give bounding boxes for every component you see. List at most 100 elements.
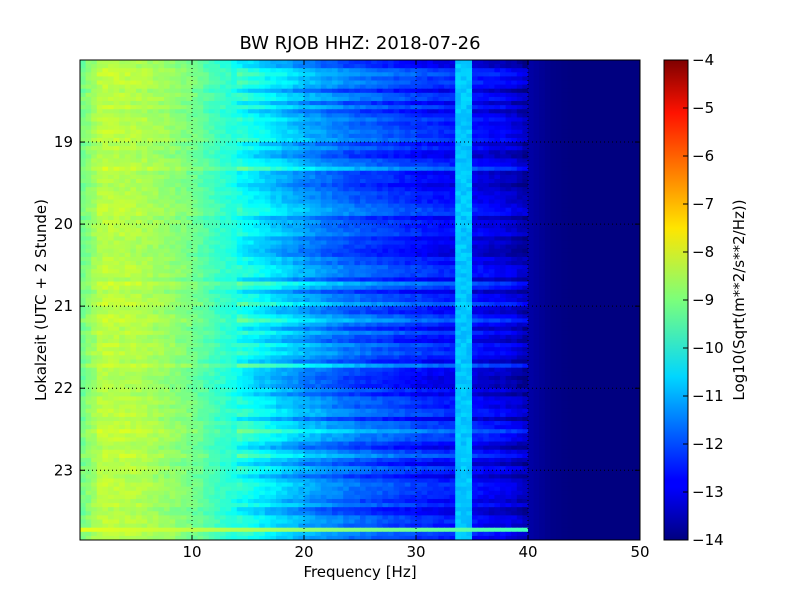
heatmap-cell: [455, 117, 462, 123]
heatmap-cell: [119, 129, 126, 135]
heatmap-cell: [466, 211, 473, 217]
heatmap-cell: [584, 142, 591, 147]
heatmap-cell: [606, 84, 613, 90]
heatmap-cell: [483, 228, 490, 233]
heatmap-cell: [589, 109, 596, 114]
heatmap-cell: [371, 256, 378, 262]
heatmap-cell: [169, 195, 176, 201]
heatmap-cell: [584, 121, 591, 127]
heatmap-cell: [147, 150, 154, 155]
heatmap-cell: [449, 154, 456, 160]
heatmap-cell: [214, 228, 221, 233]
heatmap-cell: [584, 236, 591, 242]
heatmap-cell: [124, 146, 131, 151]
heatmap-cell: [516, 60, 523, 65]
heatmap-cell: [281, 142, 288, 147]
heatmap-cell: [617, 96, 624, 102]
heatmap-cell: [354, 248, 361, 254]
heatmap-cell: [539, 137, 546, 143]
heatmap-cell: [197, 68, 204, 73]
heatmap-cell: [158, 174, 165, 180]
heatmap-cell: [376, 105, 383, 110]
heatmap-cell: [561, 150, 568, 155]
heatmap-cell: [91, 236, 98, 242]
heatmap-cell: [572, 101, 579, 106]
heatmap-cell: [550, 195, 557, 201]
heatmap-cell: [578, 195, 585, 201]
heatmap-cell: [175, 248, 182, 254]
heatmap-cell: [488, 129, 495, 135]
heatmap-cell: [556, 125, 563, 131]
heatmap-cell: [91, 248, 98, 254]
heatmap-cell: [522, 60, 529, 65]
heatmap-cell: [102, 203, 109, 209]
heatmap-cell: [332, 187, 339, 192]
heatmap-cell: [113, 60, 120, 65]
heatmap-cell: [612, 60, 619, 65]
heatmap-cell: [332, 105, 339, 110]
heatmap-cell: [197, 248, 204, 254]
heatmap-cell: [477, 60, 484, 65]
heatmap-cell: [382, 60, 389, 65]
heatmap-cell: [388, 224, 395, 229]
heatmap-cell: [416, 113, 423, 119]
heatmap-cell: [511, 244, 518, 250]
heatmap-cell: [343, 199, 350, 205]
heatmap-cell: [466, 80, 473, 86]
heatmap-cell: [500, 170, 507, 176]
heatmap-cell: [376, 150, 383, 155]
heatmap-cell: [186, 203, 193, 209]
heatmap-cell: [315, 170, 322, 176]
heatmap-cell: [320, 211, 327, 217]
heatmap-cell: [354, 76, 361, 82]
heatmap-cell: [320, 88, 327, 94]
heatmap-cell: [455, 125, 462, 131]
heatmap-cell: [584, 137, 591, 143]
heatmap-cell: [505, 220, 512, 225]
heatmap-cell: [617, 248, 624, 254]
heatmap-cell: [152, 84, 159, 90]
heatmap-cell: [376, 236, 383, 242]
heatmap-cell: [304, 207, 311, 213]
heatmap-cell: [382, 133, 389, 139]
heatmap-cell: [152, 174, 159, 180]
heatmap-cell: [220, 232, 227, 238]
heatmap-cell: [141, 133, 148, 139]
heatmap-cell: [404, 220, 411, 225]
heatmap-cell: [320, 158, 327, 164]
heatmap-cell: [500, 203, 507, 209]
heatmap-cell: [427, 215, 434, 221]
heatmap-cell: [539, 92, 546, 98]
heatmap-cell: [578, 117, 585, 123]
heatmap-cell: [628, 195, 635, 201]
heatmap-cell: [292, 183, 299, 188]
heatmap-cell: [584, 195, 591, 201]
heatmap-cell: [382, 105, 389, 110]
heatmap-cell: [203, 191, 210, 196]
heatmap-cell: [113, 261, 120, 266]
heatmap-cell: [264, 137, 271, 143]
heatmap-cell: [511, 187, 518, 192]
heatmap-cell: [466, 150, 473, 155]
heatmap-cell: [516, 121, 523, 127]
heatmap-cell: [472, 252, 479, 258]
heatmap-cell: [617, 240, 624, 246]
heatmap-cell: [393, 129, 400, 135]
heatmap-cell: [315, 137, 322, 143]
heatmap-cell: [427, 158, 434, 164]
heatmap-cell: [628, 199, 635, 205]
heatmap-cell: [371, 150, 378, 155]
heatmap-cell: [612, 236, 619, 242]
heatmap-cell: [147, 158, 154, 164]
heatmap-cell: [141, 125, 148, 131]
heatmap-cell: [444, 125, 451, 131]
heatmap-cell: [220, 195, 227, 201]
heatmap-cell: [416, 207, 423, 213]
heatmap-cell: [315, 121, 322, 127]
heatmap-cell: [494, 142, 501, 147]
heatmap-cell: [119, 121, 126, 127]
heatmap-cell: [225, 244, 232, 250]
heatmap-cell: [449, 174, 456, 180]
heatmap-cell: [399, 88, 406, 94]
heatmap-cell: [197, 121, 204, 127]
